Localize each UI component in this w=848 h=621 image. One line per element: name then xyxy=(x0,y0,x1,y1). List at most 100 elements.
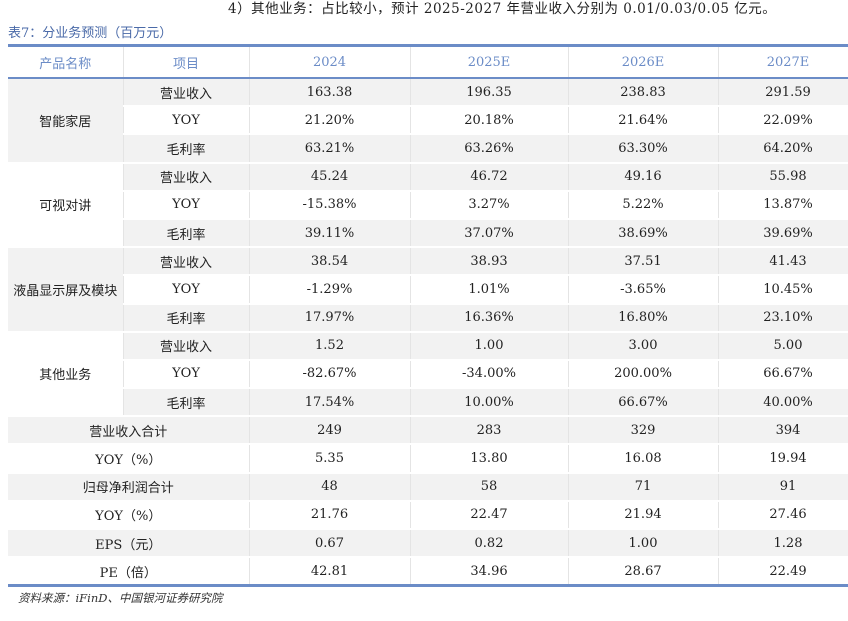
item-cell: 毛利率 xyxy=(123,388,250,418)
summary-row: PE（倍） 42.81 34.96 28.67 22.49 xyxy=(8,557,848,587)
summary-label-cell: PE（倍） xyxy=(8,557,250,587)
value-cell: 63.30% xyxy=(568,134,719,164)
value-cell: 28.67 xyxy=(568,557,719,587)
summary-row: 营业收入合计 249 283 329 394 xyxy=(8,416,848,446)
product-name-cell: 可视对讲 xyxy=(8,162,124,248)
value-cell: 34.96 xyxy=(410,557,569,587)
item-cell: YOY xyxy=(123,275,250,305)
column-header: 2024 xyxy=(249,45,411,79)
product-name-cell: 其他业务 xyxy=(8,331,124,417)
column-header: 产品名称 xyxy=(8,45,124,79)
table-row: 毛利率 17.97% 16.36% 16.80% 23.10% xyxy=(8,303,848,333)
table-row: YOY -1.29% 1.01% -3.65% 10.45% xyxy=(8,275,848,305)
item-cell: 营业收入 xyxy=(123,331,250,361)
value-cell: 196.35 xyxy=(410,78,569,108)
value-cell: 66.67% xyxy=(718,359,848,390)
value-cell: -1.29% xyxy=(249,275,411,305)
value-cell: 22.49 xyxy=(718,557,848,587)
value-cell: 16.08 xyxy=(568,444,719,474)
intro-text: 4）其他业务：占比较小，预计 2025-2027 年营业收入分别为 0.01/0… xyxy=(228,1,777,17)
value-cell: 21.76 xyxy=(249,500,411,531)
value-cell: 23.10% xyxy=(718,303,848,333)
value-cell: 38.93 xyxy=(410,247,569,277)
value-cell: 48 xyxy=(249,472,411,502)
value-cell: -82.67% xyxy=(249,359,411,390)
column-header: 2027E xyxy=(718,45,848,79)
item-cell: 毛利率 xyxy=(123,303,250,333)
value-cell: 17.54% xyxy=(249,388,411,418)
value-cell: -15.38% xyxy=(249,190,411,220)
value-cell: 3.00 xyxy=(568,331,719,361)
value-cell: 5.00 xyxy=(718,331,848,361)
value-cell: 200.00% xyxy=(568,359,719,390)
table-row: 毛利率 17.54% 10.00% 66.67% 40.00% xyxy=(8,388,848,418)
summary-row: 归母净利润合计 48 58 71 91 xyxy=(8,472,848,502)
value-cell: 5.22% xyxy=(568,190,719,220)
value-cell: 40.00% xyxy=(718,388,848,418)
value-cell: 249 xyxy=(249,416,411,446)
value-cell: 37.51 xyxy=(568,247,719,277)
summary-label-cell: YOY（%） xyxy=(8,444,250,474)
value-cell: 63.21% xyxy=(249,134,411,164)
item-cell: YOY xyxy=(123,359,250,390)
value-cell: 10.00% xyxy=(410,388,569,418)
value-cell: 1.01% xyxy=(410,275,569,305)
table-row: YOY 21.20% 20.18% 21.64% 22.09% xyxy=(8,106,848,136)
value-cell: 39.69% xyxy=(718,218,848,249)
column-header: 2025E xyxy=(410,45,569,79)
value-cell: 0.82 xyxy=(410,529,569,559)
value-cell: 5.35 xyxy=(249,444,411,474)
value-cell: 21.20% xyxy=(249,106,411,136)
summary-label-cell: EPS（元） xyxy=(8,529,250,559)
value-cell: 22.09% xyxy=(718,106,848,136)
value-cell: 238.83 xyxy=(568,78,719,108)
source-note: 资料来源：iFinD、中国银河证券研究院 xyxy=(18,591,223,605)
value-cell: 16.80% xyxy=(568,303,719,333)
value-cell: 21.94 xyxy=(568,500,719,531)
item-cell: 毛利率 xyxy=(123,218,250,249)
table-row: YOY -82.67% -34.00% 200.00% 66.67% xyxy=(8,359,848,390)
value-cell: 13.87% xyxy=(718,190,848,220)
value-cell: 1.00 xyxy=(410,331,569,361)
value-cell: 163.38 xyxy=(249,78,411,108)
value-cell: 45.24 xyxy=(249,162,411,192)
value-cell: 329 xyxy=(568,416,719,446)
value-cell: 17.97% xyxy=(249,303,411,333)
item-cell: YOY xyxy=(123,106,250,136)
value-cell: 49.16 xyxy=(568,162,719,192)
product-name-cell: 液晶显示屏及模块 xyxy=(8,247,124,333)
value-cell: 1.52 xyxy=(249,331,411,361)
value-cell: 41.43 xyxy=(718,247,848,277)
summary-label-cell: 归母净利润合计 xyxy=(8,472,250,502)
value-cell: 55.98 xyxy=(718,162,848,192)
value-cell: 1.00 xyxy=(568,529,719,559)
item-cell: YOY xyxy=(123,190,250,220)
value-cell: 13.80 xyxy=(410,444,569,474)
value-cell: 91 xyxy=(718,472,848,502)
summary-row: EPS（元） 0.67 0.82 1.00 1.28 xyxy=(8,529,848,559)
column-header: 项目 xyxy=(123,45,250,79)
value-cell: 63.26% xyxy=(410,134,569,164)
value-cell: 3.27% xyxy=(410,190,569,220)
value-cell: 71 xyxy=(568,472,719,502)
value-cell: 27.46 xyxy=(718,500,848,531)
item-cell: 营业收入 xyxy=(123,247,250,277)
value-cell: -3.65% xyxy=(568,275,719,305)
header-row: 产品名称 项目 2024 2025E 2026E 2027E xyxy=(8,45,848,79)
value-cell: 42.81 xyxy=(249,557,411,587)
forecast-table: 产品名称 项目 2024 2025E 2026E 2027E 智能家居 营业收入 163.38… xyxy=(8,44,848,588)
summary-row: YOY（%） 21.76 22.47 21.94 27.46 xyxy=(8,500,848,531)
value-cell: 64.20% xyxy=(718,134,848,164)
value-cell: 0.67 xyxy=(249,529,411,559)
value-cell: 39.11% xyxy=(249,218,411,249)
product-name-cell: 智能家居 xyxy=(8,78,124,164)
table-row: 可视对讲 营业收入 45.24 46.72 49.16 55.98 xyxy=(8,162,848,248)
column-header: 2026E xyxy=(568,45,719,79)
value-cell: 283 xyxy=(410,416,569,446)
table-row: 毛利率 63.21% 63.26% 63.30% 64.20% xyxy=(8,134,848,164)
value-cell: 21.64% xyxy=(568,106,719,136)
value-cell: 1.28 xyxy=(718,529,848,559)
item-cell: 营业收入 xyxy=(123,162,250,192)
table-row: 智能家居 营业收入 163.38 196.35 238.83 291.59 xyxy=(8,78,848,164)
summary-label-cell: YOY（%） xyxy=(8,500,250,531)
